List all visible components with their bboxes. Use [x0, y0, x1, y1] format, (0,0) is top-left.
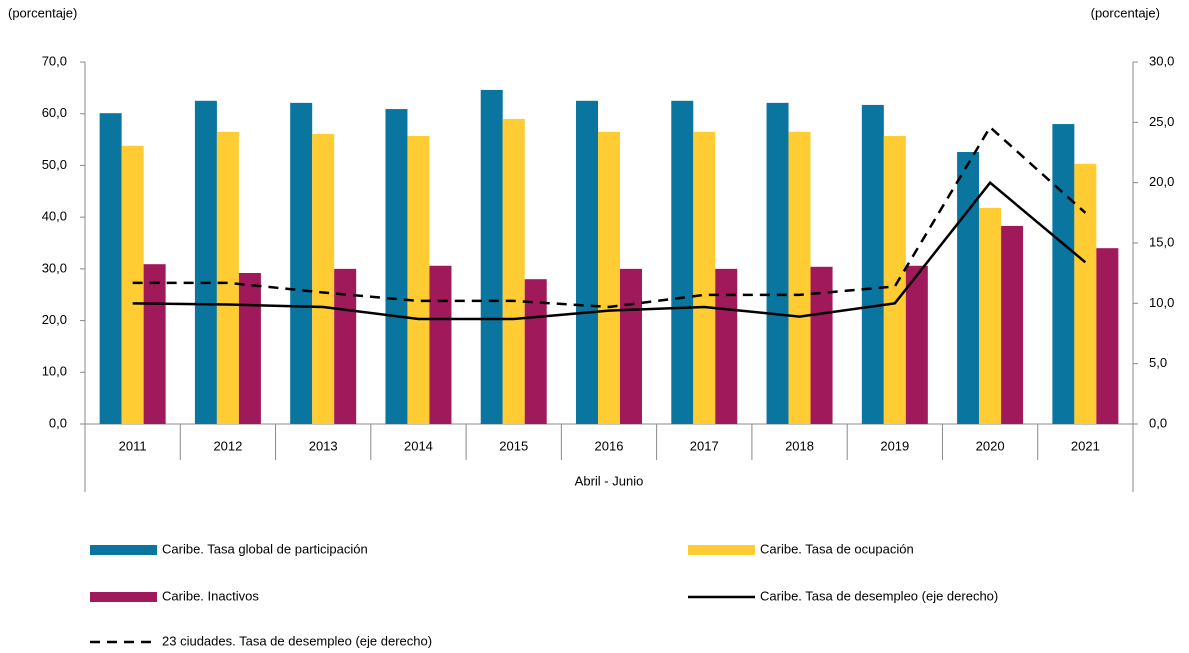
bar — [1001, 225, 1024, 424]
bar — [905, 265, 928, 424]
bar — [957, 151, 980, 425]
x-tick-label: 2018 — [785, 438, 814, 453]
y2-tick-label: 5,0 — [1149, 355, 1167, 370]
bar — [1096, 248, 1119, 424]
bar — [766, 102, 789, 425]
y-tick-label: 20,0 — [42, 312, 67, 327]
x-tick-label: 2017 — [690, 438, 719, 453]
legend-label: 23 ciudades. Tasa de desempleo (eje dere… — [162, 633, 432, 648]
bar — [290, 102, 313, 425]
legend-swatch — [90, 545, 157, 555]
y2-tick-label: 15,0 — [1149, 234, 1174, 249]
y2-axis-label: (porcentaje) — [1091, 5, 1160, 20]
bar — [385, 109, 408, 424]
bar — [312, 133, 335, 424]
x-tick-label: 2012 — [213, 438, 242, 453]
x-tick-label: 2013 — [309, 438, 338, 453]
bar — [788, 131, 811, 425]
bar — [121, 145, 144, 424]
bar — [99, 113, 122, 424]
x-tick-label: 2016 — [595, 438, 624, 453]
bar — [693, 131, 716, 425]
bar — [194, 100, 217, 425]
y2-tick-label: 25,0 — [1149, 114, 1174, 129]
legend-swatch — [90, 592, 157, 602]
bar — [1052, 124, 1075, 425]
bar — [861, 104, 884, 425]
y-tick-label: 10,0 — [42, 364, 67, 379]
bar — [715, 268, 738, 424]
bar — [671, 100, 694, 425]
y-tick-label: 40,0 — [42, 209, 67, 224]
line — [132, 180, 1087, 321]
bar — [143, 264, 166, 424]
y2-tick-label: 20,0 — [1149, 174, 1174, 189]
legend-swatch — [688, 545, 755, 555]
bar — [620, 268, 642, 424]
legend-label: Caribe. Tasa global de participación — [162, 541, 368, 556]
legend-label: Caribe. Inactivos — [162, 588, 259, 603]
y2-tick-label: 0,0 — [1149, 415, 1167, 430]
legend-label: Caribe. Tasa de ocupación — [760, 541, 914, 556]
bar — [238, 272, 261, 424]
y-tick-label: 30,0 — [42, 260, 67, 275]
x-tick-label: 2020 — [976, 438, 1005, 453]
y-axis-label: (porcentaje) — [8, 5, 77, 20]
bar — [407, 135, 430, 425]
x-tick-label: 2019 — [880, 438, 909, 453]
bar — [810, 266, 833, 424]
y-tick-label: 0,0 — [49, 415, 67, 430]
y-tick-label: 50,0 — [42, 157, 67, 172]
y-tick-label: 70,0 — [42, 53, 67, 68]
x-tick-label: 2014 — [404, 438, 433, 453]
x-tick-label: 2011 — [119, 438, 147, 453]
y2-tick-label: 10,0 — [1149, 295, 1174, 310]
y2-tick-label: 30,0 — [1149, 53, 1174, 68]
bar — [216, 131, 239, 425]
bar — [429, 265, 452, 424]
bar — [598, 131, 620, 425]
x-axis-label: Abril - Junio — [575, 473, 644, 488]
bar — [576, 100, 598, 425]
y-tick-label: 60,0 — [42, 105, 67, 120]
bar — [480, 89, 503, 424]
legend-label: Caribe. Tasa de desempleo (eje derecho) — [760, 588, 998, 603]
bar — [979, 207, 1002, 424]
x-tick-label: 2015 — [499, 438, 528, 453]
bar — [883, 135, 906, 425]
x-tick-label: 2021 — [1071, 438, 1100, 453]
bar — [502, 118, 525, 424]
bar — [1074, 163, 1097, 424]
line — [132, 125, 1087, 309]
bar — [334, 268, 357, 424]
